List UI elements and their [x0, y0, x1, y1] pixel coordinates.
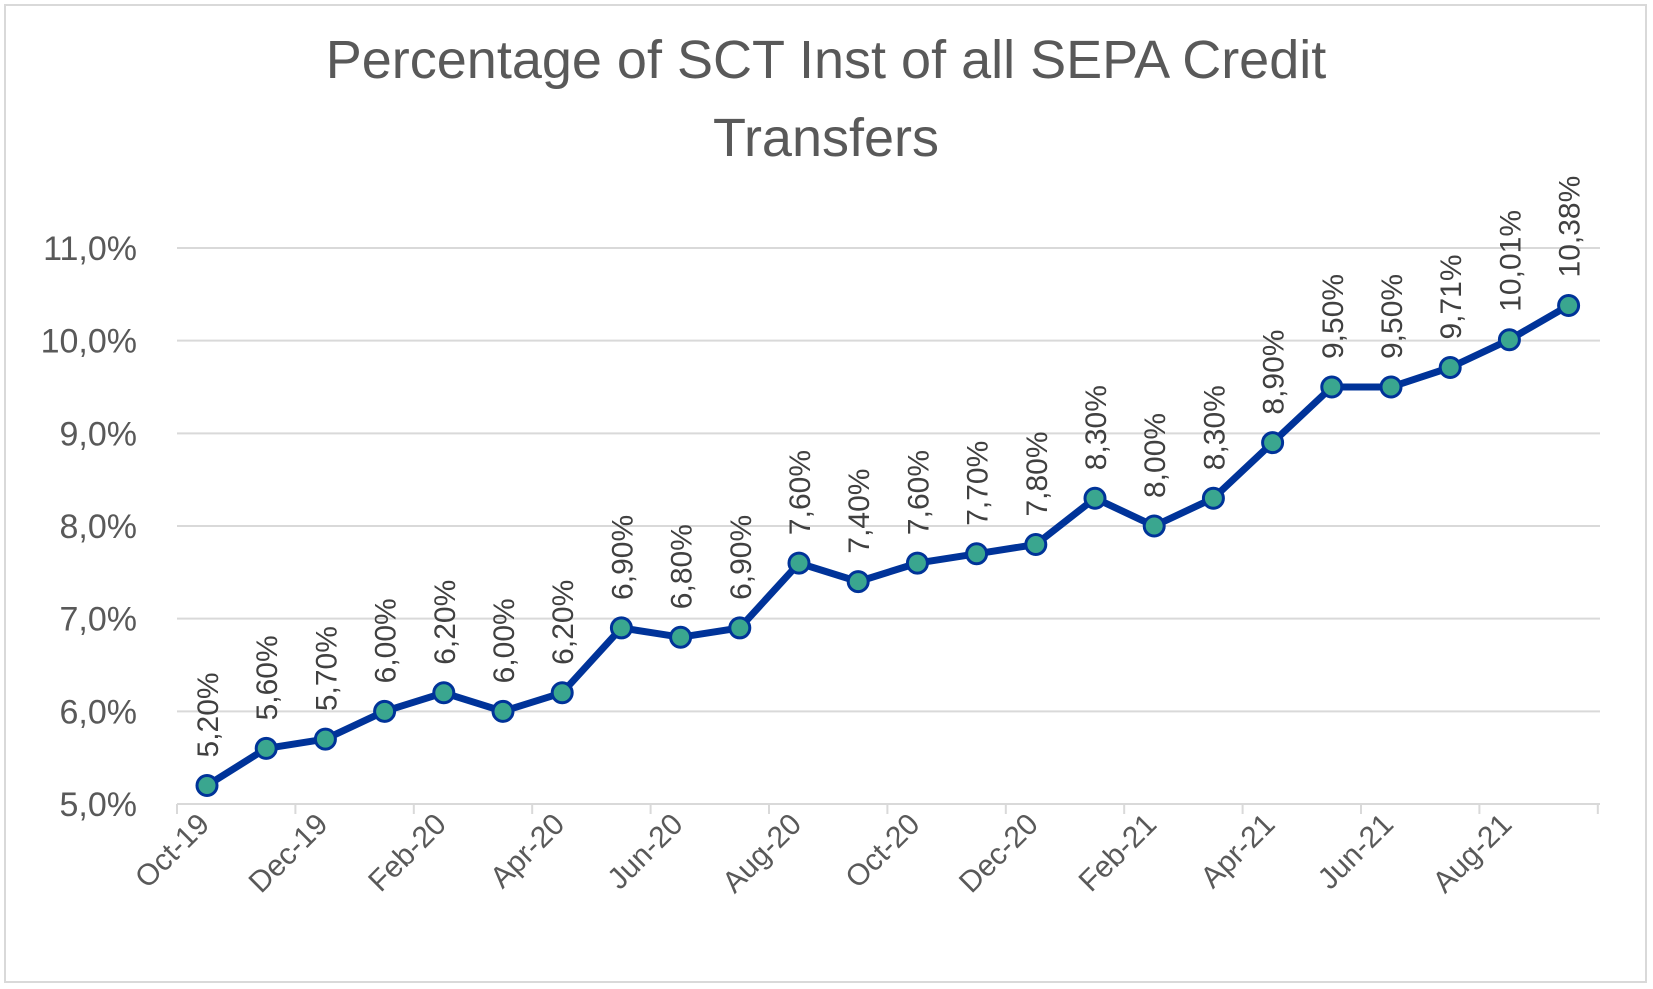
data-point: [1261, 431, 1285, 455]
data-point: [609, 616, 633, 640]
y-tick-label: 7,0%: [60, 601, 138, 639]
data-point: [1379, 375, 1403, 399]
x-tick-label: Feb-21: [1073, 808, 1164, 899]
y-tick-label: 8,0%: [60, 508, 138, 546]
series-line-path: [203, 302, 1573, 789]
data-label: 6,90%: [725, 515, 758, 600]
data-point: [1201, 486, 1225, 510]
data-label: 9,50%: [1376, 274, 1409, 359]
x-tick-label: Jun-21: [1312, 808, 1400, 896]
data-point: [373, 699, 397, 723]
y-tick-label: 9,0%: [60, 415, 138, 453]
data-label: 5,60%: [251, 635, 284, 720]
x-tick-label: Dec-20: [953, 808, 1045, 900]
data-label: 6,00%: [488, 598, 521, 683]
data-label: 9,50%: [1317, 274, 1350, 359]
y-tick-label: 10,0%: [41, 323, 137, 361]
x-tick-label: Apr-21: [1195, 808, 1282, 895]
data-label: 6,80%: [666, 524, 699, 609]
chart-frame: [4, 4, 1647, 983]
y-axis-tick-labels: 5,0% 6,0% 7,0% 8,0% 9,0% 10,0% 11,0%: [41, 230, 137, 824]
data-label: 7,70%: [962, 441, 995, 526]
data-label: 6,90%: [606, 515, 639, 600]
data-label: 8,90%: [1258, 330, 1291, 415]
data-point: [846, 570, 870, 594]
data-label: 10,38%: [1554, 176, 1587, 278]
data-label: 7,80%: [1021, 431, 1054, 516]
data-point: [787, 551, 811, 575]
data-label: 10,01%: [1494, 210, 1527, 312]
data-point: [669, 625, 693, 649]
data-label: 9,71%: [1435, 254, 1468, 339]
data-label: 5,70%: [310, 626, 343, 711]
data-label: 6,00%: [370, 598, 403, 683]
data-point: [195, 773, 219, 797]
x-tick-label: Aug-21: [1427, 808, 1519, 900]
y-tick-label: 5,0%: [60, 786, 138, 824]
y-tick-label: 6,0%: [60, 693, 138, 731]
data-point: [491, 699, 515, 723]
data-point: [965, 542, 989, 566]
data-point: [1320, 375, 1344, 399]
data-point: [254, 736, 278, 760]
data-point: [313, 727, 337, 751]
data-label: 7,40%: [843, 469, 876, 554]
data-point: [1438, 356, 1462, 380]
x-tick-label: Oct-20: [839, 808, 926, 895]
data-label: 8,00%: [1139, 413, 1172, 498]
data-point: [1024, 533, 1048, 557]
x-axis: Oct-19 Dec-19 Feb-20 Apr-20 Jun-20 Aug-20 Oct-…: [129, 803, 1600, 900]
chart-title: Percentage of SCT Inst of all SEPA Credi…: [326, 30, 1327, 168]
chart-title-line-1: Percentage of SCT Inst of all SEPA Credi…: [326, 30, 1327, 90]
gridlines: [177, 247, 1600, 713]
x-tick-label: Dec-19: [243, 808, 335, 900]
data-label: 6,20%: [429, 580, 462, 665]
data-point: [1497, 328, 1521, 352]
data-labels: 5,20% 5,60% 5,70% 6,00% 6,20% 6,00% 6,20% 6,90%…: [192, 176, 1587, 758]
x-tick-label: Apr-20: [484, 808, 571, 895]
data-point: [728, 616, 752, 640]
x-tick-label: Jun-20: [601, 808, 689, 896]
x-tick-label: Aug-20: [716, 808, 808, 900]
data-label: 8,30%: [1198, 385, 1231, 470]
x-tick-label: Feb-20: [362, 808, 453, 899]
data-label: 8,30%: [1080, 385, 1113, 470]
x-tick-label: Oct-19: [129, 808, 216, 895]
data-label: 7,60%: [784, 450, 817, 535]
data-point: [550, 681, 574, 705]
data-point: [1083, 486, 1107, 510]
data-point: [905, 551, 929, 575]
data-label: 7,60%: [902, 450, 935, 535]
series-markers: [195, 293, 1581, 797]
data-label: 6,20%: [547, 580, 580, 665]
chart-title-line-2: Transfers: [713, 108, 939, 168]
series-line: [203, 302, 1573, 789]
data-label: 5,20%: [192, 672, 225, 757]
data-point: [1557, 293, 1581, 317]
y-tick-label: 11,0%: [43, 230, 137, 268]
data-point: [1142, 514, 1166, 538]
data-point: [432, 681, 456, 705]
